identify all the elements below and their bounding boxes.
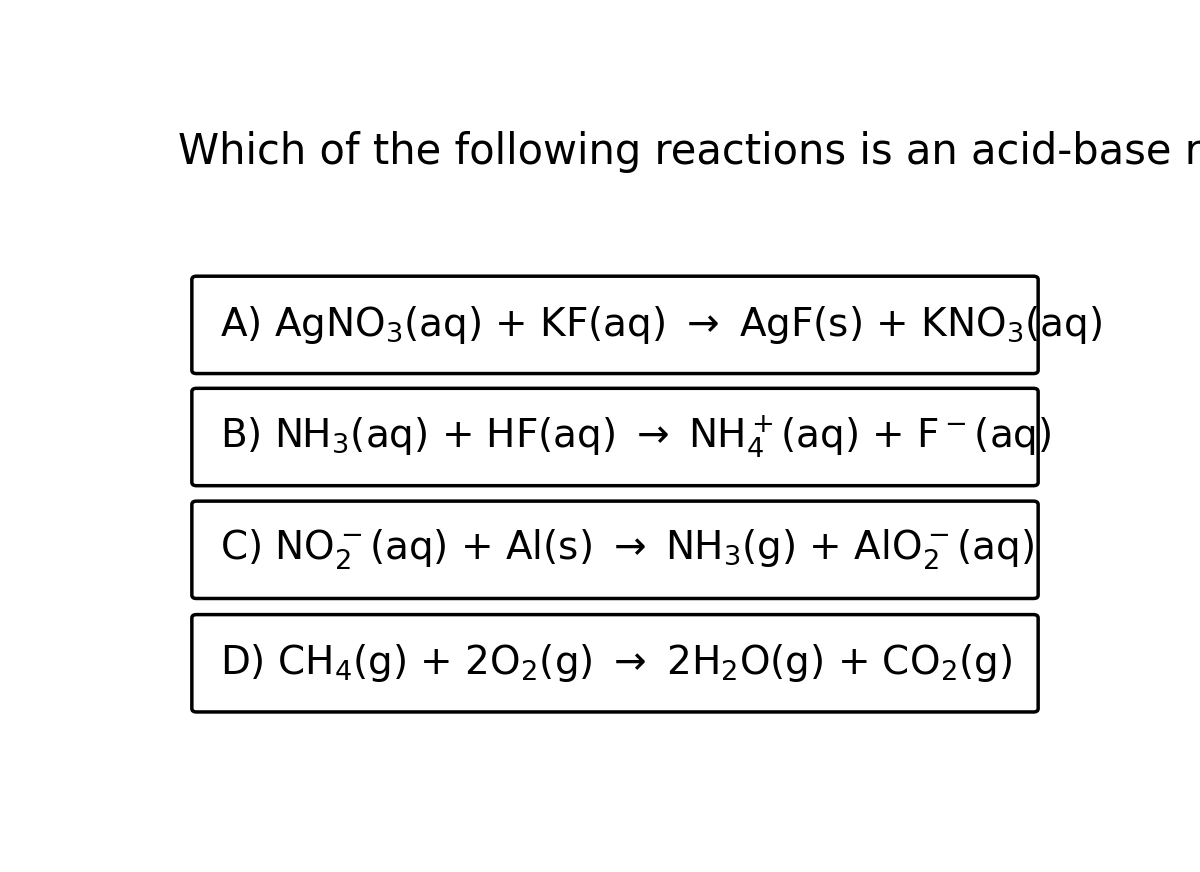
FancyBboxPatch shape bbox=[192, 388, 1038, 486]
FancyBboxPatch shape bbox=[192, 501, 1038, 598]
FancyBboxPatch shape bbox=[192, 615, 1038, 712]
Text: C) NO$_2^-$(aq) + Al(s) $\rightarrow$ NH$_3$(g) + AlO$_2^-$(aq): C) NO$_2^-$(aq) + Al(s) $\rightarrow$ NH… bbox=[220, 528, 1033, 572]
FancyBboxPatch shape bbox=[192, 276, 1038, 373]
Text: Which of the following reactions is an acid-base reaction?: Which of the following reactions is an a… bbox=[178, 132, 1200, 174]
Text: B) NH$_3$(aq) + HF(aq) $\rightarrow$ NH$_4^+$(aq) + F$^-$(aq): B) NH$_3$(aq) + HF(aq) $\rightarrow$ NH$… bbox=[220, 413, 1051, 460]
Text: D) CH$_4$(g) + 2O$_2$(g) $\rightarrow$ 2H$_2$O(g) + CO$_2$(g): D) CH$_4$(g) + 2O$_2$(g) $\rightarrow$ 2… bbox=[220, 643, 1012, 685]
Text: A) AgNO$_3$(aq) + KF(aq) $\rightarrow$ AgF(s) + KNO$_3$(aq): A) AgNO$_3$(aq) + KF(aq) $\rightarrow$ A… bbox=[220, 303, 1102, 346]
